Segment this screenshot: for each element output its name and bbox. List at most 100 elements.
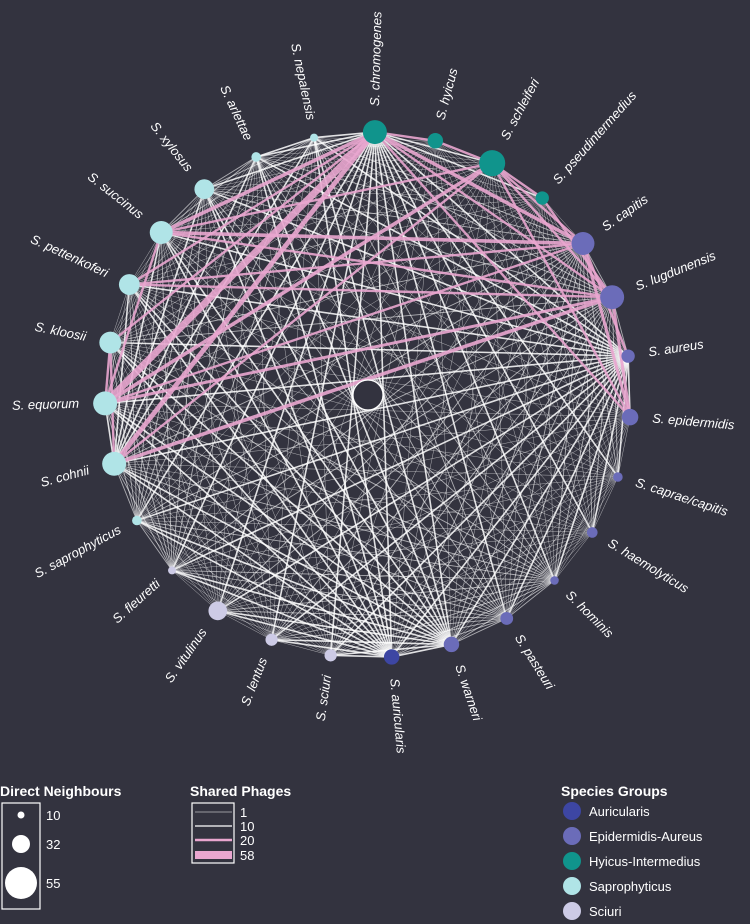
edge-s-cohnii-s-arlettae [113, 156, 257, 465]
edge-s-schleiferi-s-saprophyticus [136, 162, 493, 521]
node-s-capitis[interactable] [571, 232, 595, 255]
edge-s-warneri-s-saprophyticus [136, 519, 452, 646]
node-s-pseudintermedius[interactable] [535, 191, 549, 205]
shared-phage-edge-s-lugdunensis-s-chromogenes [374, 131, 613, 299]
edge-s-epidermidis-s-hominis [554, 417, 631, 581]
node-s-warneri[interactable] [443, 636, 460, 653]
node-s-fleuretti[interactable] [168, 566, 177, 575]
edge-s-sciuri-s-vitulinus [217, 610, 331, 656]
edge-s-chromogenes-s-aureus [374, 131, 629, 357]
edge-s-aureus-s-hominis [553, 355, 629, 581]
node-label-s-caprae-capitis: S. caprae/capitis [634, 475, 730, 519]
shared-phage-edge-s-schleiferi-s-cohnii [113, 162, 493, 465]
node-label-s-sciuri: S. sciuri [313, 673, 335, 722]
edge-s-lentus-s-xylosus [204, 189, 272, 640]
node-s-saprophyticus[interactable] [132, 515, 142, 526]
legend-groups-title: Species Groups [561, 783, 668, 799]
legend-neighbours-title: Direct Neighbours [0, 783, 122, 799]
node-s-haemolyticus[interactable] [586, 527, 598, 538]
shared-phage-edge-s-chromogenes-s-epidermidis [373, 131, 631, 418]
legend-group-swatch-auricularis [563, 802, 581, 820]
node-s-pasteuri[interactable] [500, 612, 514, 625]
node-s-xylosus[interactable] [194, 179, 215, 200]
edge-s-arlettae-s-nepalensis [255, 136, 315, 158]
edge-s-sciuri-s-xylosus [204, 189, 331, 656]
edge-s-cohnii-s-succinus [113, 232, 163, 464]
node-s-pettenkoferi[interactable] [118, 274, 140, 295]
node-s-chromogenes[interactable] [362, 120, 387, 145]
node-s-hyicus[interactable] [427, 133, 444, 149]
legend-group-label-epidermidis-aureus: Epidermidis-Aureus [589, 829, 703, 844]
legend-phages-value-1: 1 [240, 805, 247, 820]
edge-s-auricularis-s-pettenkoferi [128, 284, 393, 658]
edge-s-fleuretti-s-arlettae [171, 156, 257, 571]
node-s-caprae-capitis[interactable] [613, 472, 623, 482]
legend-species-groups: Species Groups Auricularis Epidermidis-A… [561, 783, 703, 920]
edge-s-caprae-capitis-s-pasteuri [506, 476, 619, 619]
node-s-sciuri[interactable] [324, 649, 337, 662]
edge-s-hominis-s-pettenkoferi [129, 284, 555, 581]
node-s-succinus[interactable] [149, 221, 173, 244]
node-s-schleiferi[interactable] [479, 150, 506, 177]
node-label-s-haemolyticus: S. haemolyticus [605, 535, 692, 596]
edge-s-auricularis-s-arlettae [255, 156, 393, 658]
legend-group-swatch-epidermidis-aureus [563, 827, 581, 845]
edge-s-warneri-s-auricularis [391, 643, 452, 658]
shared-phage-edge-s-epidermidis-s-capitis [581, 243, 632, 418]
node-s-arlettae[interactable] [251, 152, 261, 162]
edge-s-aureus-s-nepalensis [313, 136, 629, 357]
shared-phage-edge-s-epidermidis-s-schleiferi [491, 162, 632, 418]
shared-phage-edge-s-capitis-s-succinus [161, 230, 584, 246]
node-s-hominis[interactable] [550, 576, 559, 585]
edge-s-pasteuri-s-warneri [451, 618, 507, 645]
node-label-s-vitulinus: S. vitulinus [162, 625, 211, 686]
edge-s-pasteuri-s-equorum [104, 403, 507, 619]
edge-s-lugdunensis-s-vitulinus [217, 296, 613, 612]
edge-s-chromogenes-s-vitulinus [217, 131, 376, 612]
shared-phage-edge-s-capitis-s-schleiferi [491, 162, 584, 245]
edge-s-pseudintermedius-s-warneri [451, 197, 543, 645]
edge-s-sciuri-s-lentus [271, 639, 331, 656]
edge-s-lugdunensis-s-nepalensis [313, 137, 613, 298]
edge-s-caprae-capitis-s-cohnii [114, 463, 618, 478]
node-s-equorum[interactable] [93, 391, 118, 416]
edge-s-lentus-s-vitulinus [217, 610, 272, 640]
node-label-s-pseudintermedius: S. pseudintermedius [550, 88, 640, 187]
node-s-vitulinus[interactable] [208, 601, 228, 621]
edge-s-hominis-s-pasteuri [506, 580, 555, 619]
edge-s-pasteuri-s-pettenkoferi [129, 284, 508, 619]
node-label-s-hominis: S. hominis [563, 587, 617, 641]
edge-s-capitis-s-vitulinus [217, 243, 584, 612]
shared-phage-edge-s-capitis-s-equorum [104, 242, 584, 405]
edge-s-succinus-s-nepalensis [160, 137, 315, 233]
edge-s-auricularis-s-equorum [104, 402, 393, 658]
node-label-s-arlettae: S. arlettae [217, 83, 256, 143]
edge-s-aureus-s-pasteuri [505, 355, 629, 619]
edge-s-hyicus-s-fleuretti [171, 140, 436, 571]
edge-s-fleuretti-s-equorum [104, 403, 173, 571]
edge-s-auricularis-s-saprophyticus [136, 519, 393, 658]
node-s-cohnii[interactable] [102, 451, 127, 476]
edge-s-haemolyticus-s-xylosus [204, 188, 593, 533]
edge-s-caprae-capitis-s-nepalensis [313, 137, 619, 478]
node-s-nepalensis[interactable] [310, 133, 319, 142]
edge-s-vitulinus-s-nepalensis [217, 137, 315, 611]
legend-neighbours-value-medium: 32 [46, 837, 60, 852]
edge-s-aureus-s-xylosus [203, 188, 629, 357]
edge-s-caprae-capitis-s-hominis [554, 476, 619, 581]
edge-s-warneri-s-equorum [104, 402, 452, 646]
node-s-lentus[interactable] [265, 633, 278, 646]
edge-s-pettenkoferi-s-nepalensis [129, 137, 315, 285]
node-s-kloosii[interactable] [99, 331, 122, 354]
node-s-lugdunensis[interactable] [600, 285, 625, 310]
node-label-s-cohnii: S. cohnii [39, 462, 92, 490]
node-label-s-lugdunensis: S. lugdunensis [633, 248, 718, 294]
node-s-epidermidis[interactable] [621, 408, 639, 426]
legend-neighbours-dot-large [5, 867, 37, 899]
node-s-aureus[interactable] [621, 349, 635, 363]
shared-phage-edge-s-epidermidis-s-lugdunensis [610, 296, 632, 418]
legend-group-label-saprophyticus: Saprophyticus [589, 879, 672, 894]
edge-s-caprae-capitis-s-warneri [451, 476, 619, 645]
node-s-auricularis[interactable] [383, 649, 400, 665]
edge-s-chromogenes-s-pseudintermedius [374, 131, 543, 199]
